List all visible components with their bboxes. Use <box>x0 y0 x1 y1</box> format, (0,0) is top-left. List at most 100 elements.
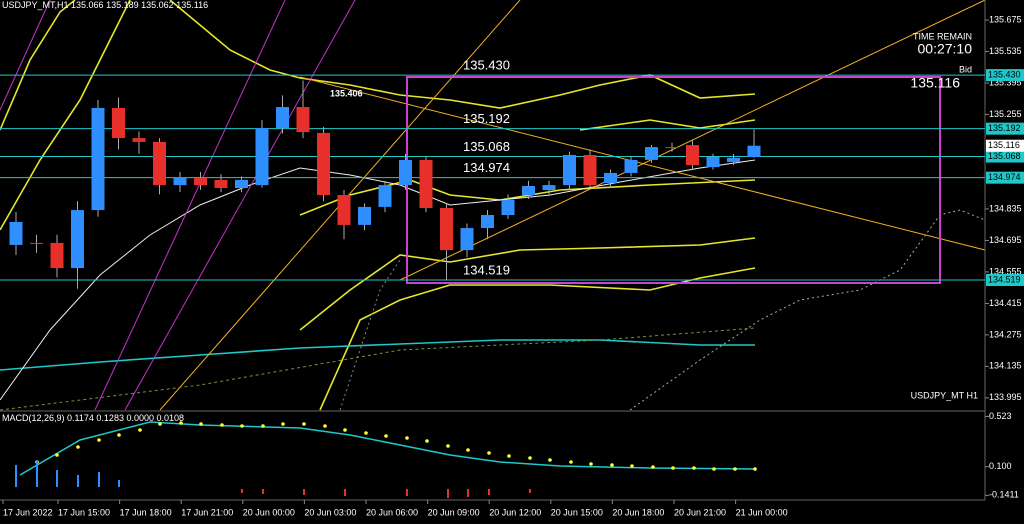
macd-tick-label: 0.100 <box>989 461 1012 471</box>
candle-body <box>30 242 43 244</box>
candle-body <box>747 145 761 157</box>
candle-body <box>583 154 597 186</box>
candle-body <box>194 177 207 186</box>
x-tick-label: 17 Jun 21:00 <box>181 507 233 517</box>
symbol: USDJPY_MT,H1 <box>2 0 69 10</box>
candle-body <box>214 179 228 189</box>
y-tick-label: 134.695 <box>989 235 1022 245</box>
y-tick-label: 135.535 <box>989 46 1022 56</box>
candle-body <box>604 172 617 184</box>
candle-body <box>399 159 412 186</box>
y-tick-label: 135.255 <box>989 109 1022 119</box>
candle-body <box>440 208 453 251</box>
ohlc-value: 135.189 <box>106 0 139 10</box>
trend-line <box>399 0 986 281</box>
bid-label: Bid <box>959 64 972 74</box>
channel-line <box>124 0 356 411</box>
candle-body <box>501 199 515 216</box>
x-tick-label: 20 Jun 21:00 <box>674 507 726 517</box>
macd-tick-label: -0.1411 <box>989 490 1019 500</box>
x-tick-label: 20 Jun 09:00 <box>428 507 480 517</box>
level-tag-label: 135.430 <box>988 69 1021 79</box>
candle-body <box>727 157 740 162</box>
macd-tick-label: 0.523 <box>989 411 1012 421</box>
level-label: 134.519 <box>463 262 510 277</box>
peak-label: 135.406 <box>330 88 363 98</box>
x-tick-label: 20 Jun 18:00 <box>612 507 664 517</box>
channel-line <box>94 0 286 411</box>
level-label: 135.430 <box>463 58 510 73</box>
x-tick-label: 20 Jun 00:00 <box>243 507 295 517</box>
macd-value: 0.0000 <box>126 413 154 423</box>
level-tag <box>986 274 1024 287</box>
y-tick-label: 133.995 <box>989 392 1022 402</box>
y-tick-label: 134.415 <box>989 298 1022 308</box>
cloud-line <box>0 327 756 411</box>
time-remain: 00:27:10 <box>918 41 973 57</box>
candle-body <box>112 107 125 139</box>
candle-body <box>317 132 330 195</box>
candle-body <box>276 107 289 128</box>
candle-body <box>481 215 494 229</box>
level-tag <box>986 171 1024 184</box>
y-tick-label: 135.675 <box>989 14 1022 24</box>
candle-body <box>337 194 351 225</box>
candle-body <box>624 159 638 173</box>
x-tick-label: 21 Jun 00:00 <box>736 507 788 517</box>
chart-header: USDJPY_MT,H1 135.066 135.189 135.062 135… <box>2 0 208 10</box>
x-tick-label: 20 Jun 15:00 <box>551 507 603 517</box>
candle-body <box>706 156 720 168</box>
channel-line <box>0 0 51 111</box>
time-remain-label: TIME REMAIN <box>913 31 972 41</box>
candle-body <box>686 145 699 166</box>
ma-line <box>0 339 755 371</box>
candle-body <box>563 154 576 186</box>
trend-line <box>299 76 986 251</box>
bid-value: 135.116 <box>910 75 960 91</box>
y-tick-label: 134.555 <box>989 266 1022 276</box>
macd-value: 0.1283 <box>96 413 124 423</box>
candle-body <box>255 127 269 186</box>
y-tick-label: 135.395 <box>989 77 1022 87</box>
candle-body <box>132 138 146 142</box>
level-tag-label: 135.192 <box>988 123 1021 133</box>
x-tick-label: 17 Jun 2022 <box>3 507 53 517</box>
x-tick-label: 20 Jun 12:00 <box>489 507 541 517</box>
candle-body <box>296 107 310 133</box>
band-line <box>579 119 756 131</box>
level-tag <box>986 69 1024 82</box>
candle-body <box>50 242 64 269</box>
ohlc-value: 135.116 <box>176 0 208 10</box>
candle-body <box>665 147 679 149</box>
level-tag-label: 134.519 <box>988 274 1021 284</box>
candle-body <box>358 206 371 225</box>
watermark: USDJPY_MT H1 <box>911 390 978 400</box>
ohlc-value: 135.066 <box>71 0 104 10</box>
x-tick-label: 17 Jun 15:00 <box>58 507 110 517</box>
level-label: 135.068 <box>463 139 510 154</box>
macd-hist <box>15 460 120 487</box>
candle-body <box>9 221 23 245</box>
ohlc-value: 135.062 <box>141 0 174 10</box>
cloud-line <box>629 209 986 411</box>
level-label: 134.974 <box>463 160 510 175</box>
x-tick-label: 20 Jun 03:00 <box>304 507 356 517</box>
x-tick-label: 17 Jun 18:00 <box>120 507 172 517</box>
candle-body <box>91 107 105 211</box>
y-tick-label: 134.135 <box>989 361 1022 371</box>
macd-value: 0.0108 <box>157 413 185 423</box>
level-tag <box>986 150 1024 163</box>
bid-tag <box>986 139 1024 152</box>
candle-body <box>153 141 166 186</box>
candle-body <box>522 185 535 195</box>
candle-body <box>460 228 474 251</box>
candle-body <box>235 179 248 189</box>
macd-value: 0.1174 <box>67 413 94 423</box>
level-label: 135.192 <box>463 111 510 126</box>
level-tag-label: 134.974 <box>988 172 1021 182</box>
level-tag-label: 135.068 <box>988 151 1021 161</box>
candle-body <box>71 210 84 269</box>
band-line <box>0 0 76 131</box>
